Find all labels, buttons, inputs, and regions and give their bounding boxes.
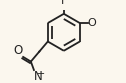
Text: N: N bbox=[34, 70, 43, 83]
Text: O: O bbox=[13, 44, 22, 57]
Text: F: F bbox=[61, 0, 67, 6]
Text: O: O bbox=[88, 18, 96, 28]
Text: −: − bbox=[37, 69, 45, 79]
